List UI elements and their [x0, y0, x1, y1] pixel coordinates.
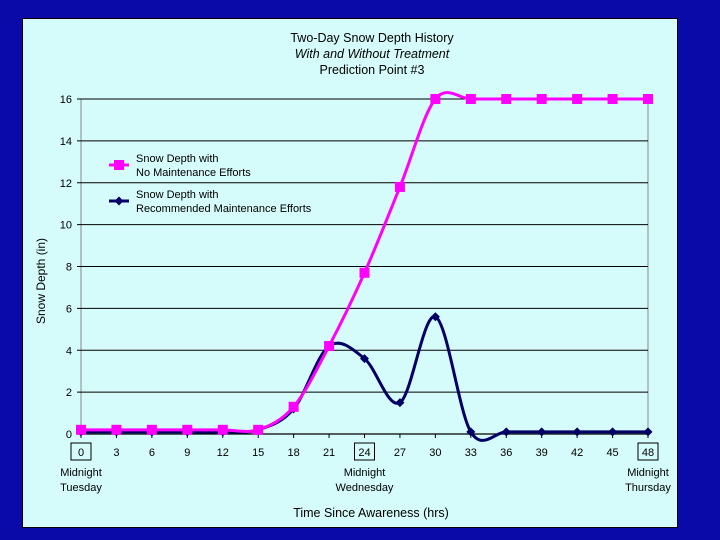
x-tick-label: 39: [536, 447, 548, 459]
legend-label-line1: Snow Depth with: [136, 153, 219, 165]
y-tick-label: 10: [60, 220, 72, 232]
y-tick-label: 6: [66, 303, 72, 315]
data-point-recommended: [501, 427, 511, 437]
y-tick-label: 2: [66, 387, 72, 399]
x-tick-label: 33: [465, 447, 477, 459]
data-point-recommended: [572, 427, 582, 437]
x-tick-label: 30: [429, 447, 441, 459]
y-tick-label: 12: [60, 178, 72, 190]
data-point-no-maintenance: [572, 94, 583, 104]
data-point-no-maintenance: [288, 401, 299, 412]
legend-label-line2: No Maintenance Efforts: [136, 167, 251, 179]
series-line-recommended: [81, 315, 649, 442]
chart-subtitle-2: Prediction Point #3: [320, 63, 425, 77]
x-tick-label: 45: [606, 447, 618, 459]
x-tick-box: [354, 442, 375, 461]
data-point-no-maintenance: [536, 94, 547, 104]
time-label-line2: Tuesday: [60, 482, 102, 494]
data-point-no-maintenance: [607, 94, 618, 104]
x-tick-label: 12: [217, 447, 229, 459]
data-point-no-maintenance: [253, 424, 264, 435]
series-line-no-maintenance: [81, 91, 648, 433]
x-tick-label: 6: [149, 447, 155, 459]
data-point-recommended: [608, 427, 618, 437]
x-tick-label: 36: [500, 447, 512, 459]
snow-depth-chart: Two-Day Snow Depth History With and With…: [34, 31, 671, 520]
legend-label-line1: Snow Depth with: [136, 189, 219, 201]
legend-label-line2: Recommended Maintenance Efforts: [136, 203, 312, 215]
data-point-no-maintenance: [643, 94, 653, 104]
data-point-recommended: [360, 354, 369, 364]
x-tick-label: 24: [358, 447, 370, 459]
x-tick-label: 9: [184, 447, 190, 459]
time-label-line1: Midnight: [344, 467, 386, 479]
x-tick-label: 48: [642, 447, 654, 459]
y-tick-label: 16: [60, 94, 72, 106]
time-label-line1: Midnight: [627, 467, 669, 479]
x-tick-label: 3: [113, 447, 119, 459]
y-axis-label: Snow Depth (in): [34, 238, 48, 324]
chart-panel: Two-Day Snow Depth History With and With…: [22, 18, 678, 528]
data-point-no-maintenance: [359, 267, 370, 278]
data-point-no-maintenance: [430, 94, 441, 104]
time-label-line2: Wednesday: [336, 482, 394, 494]
x-tick-label: 18: [288, 447, 300, 459]
data-point-no-maintenance: [146, 424, 157, 435]
data-point-no-maintenance: [111, 424, 122, 435]
legend: Snow Depth with No Maintenance Efforts Sno…: [109, 153, 312, 215]
data-point-no-maintenance: [394, 181, 405, 192]
y-tick-label: 0: [66, 429, 72, 441]
data-point-no-maintenance: [182, 424, 193, 435]
data-point-no-maintenance: [76, 424, 86, 435]
data-point-recommended: [643, 427, 653, 437]
data-point-recommended: [395, 398, 405, 408]
x-axis-label: Time Since Awareness (hrs): [293, 506, 449, 520]
data-point-recommended: [430, 312, 440, 322]
x-tick-label: 0: [78, 447, 84, 459]
x-tick-box: [637, 442, 659, 461]
legend-swatch-marker: [114, 160, 124, 170]
legend-swatch-marker: [114, 196, 124, 206]
x-tick-label: 15: [252, 447, 264, 459]
data-point-recommended: [466, 427, 476, 437]
data-point-recommended: [537, 427, 547, 437]
y-tick-label: 4: [66, 345, 72, 357]
x-tick-label: 27: [394, 447, 406, 459]
x-tick-label: 42: [571, 447, 583, 459]
data-point-no-maintenance: [465, 94, 476, 104]
time-label-line2: Thursday: [625, 482, 671, 494]
chart-subtitle: With and Without Treatment: [295, 47, 450, 61]
y-tick-label: 14: [60, 136, 72, 148]
chart-title: Two-Day Snow Depth History: [290, 31, 454, 45]
data-point-no-maintenance: [501, 94, 512, 104]
x-tick-box: [70, 442, 92, 461]
y-tick-label: 8: [66, 262, 72, 274]
x-tick-label: 21: [323, 447, 335, 459]
time-label-line1: Midnight: [60, 467, 102, 479]
data-point-no-maintenance: [217, 424, 228, 435]
data-point-no-maintenance: [324, 341, 335, 352]
